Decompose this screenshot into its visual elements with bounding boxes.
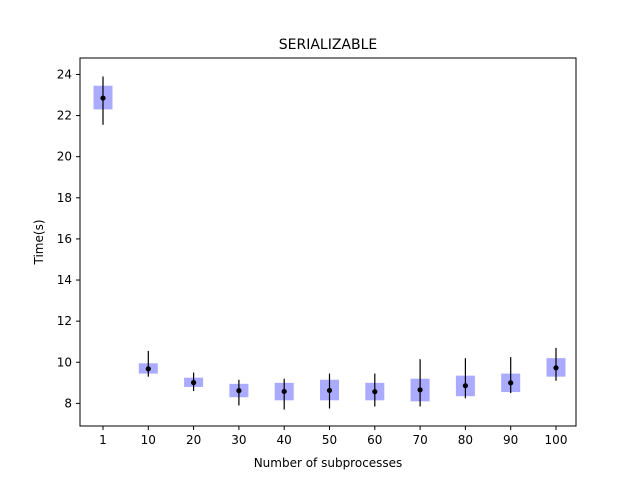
x-tick-label-30: 30 (231, 433, 246, 447)
point-60 (372, 389, 378, 395)
x-axis-ticks: 1 10 20 30 40 50 60 70 80 90 100 (99, 426, 567, 447)
errorbars-layer (102, 76, 557, 410)
x-tick-label-80: 80 (458, 433, 473, 447)
y-tick-label-12: 12 (57, 314, 72, 328)
point-90 (508, 380, 514, 386)
x-tick-label-70: 70 (412, 433, 427, 447)
points-layer (100, 95, 559, 395)
point-70 (417, 387, 423, 393)
x-axis-title: Number of subprocesses (254, 456, 403, 470)
plot-frame (79, 57, 577, 427)
x-tick-label-20: 20 (186, 433, 201, 447)
y-tick-label-24: 24 (57, 67, 72, 81)
point-80 (462, 383, 468, 389)
y-tick-label-22: 22 (57, 109, 72, 123)
x-tick-label-10: 10 (141, 433, 156, 447)
x-tick-label-40: 40 (277, 433, 292, 447)
chart-title: SERIALIZABLE (279, 37, 378, 53)
x-tick-label-100: 100 (545, 433, 568, 447)
point-10 (145, 366, 151, 372)
point-20 (191, 380, 197, 386)
x-tick-label-60: 60 (367, 433, 382, 447)
point-40 (281, 388, 287, 395)
y-tick-label-20: 20 (57, 150, 72, 164)
y-tick-label-8: 8 (64, 396, 72, 410)
point-30 (236, 388, 242, 394)
x-tick-label-90: 90 (503, 433, 518, 447)
boxes-layer (93, 85, 566, 402)
point-50 (326, 387, 333, 394)
y-axis-title: Time(s) (32, 220, 46, 266)
y-axis-ticks: 8 10 12 14 16 18 20 22 24 (57, 67, 80, 410)
x-tick-label-1: 1 (99, 433, 107, 447)
y-tick-label-10: 10 (57, 355, 72, 369)
y-tick-label-16: 16 (57, 232, 72, 246)
x-tick-label-50: 50 (322, 433, 337, 447)
point-100 (553, 365, 559, 371)
y-tick-label-14: 14 (57, 273, 72, 287)
y-tick-label-18: 18 (57, 191, 72, 205)
point-1 (100, 95, 106, 101)
